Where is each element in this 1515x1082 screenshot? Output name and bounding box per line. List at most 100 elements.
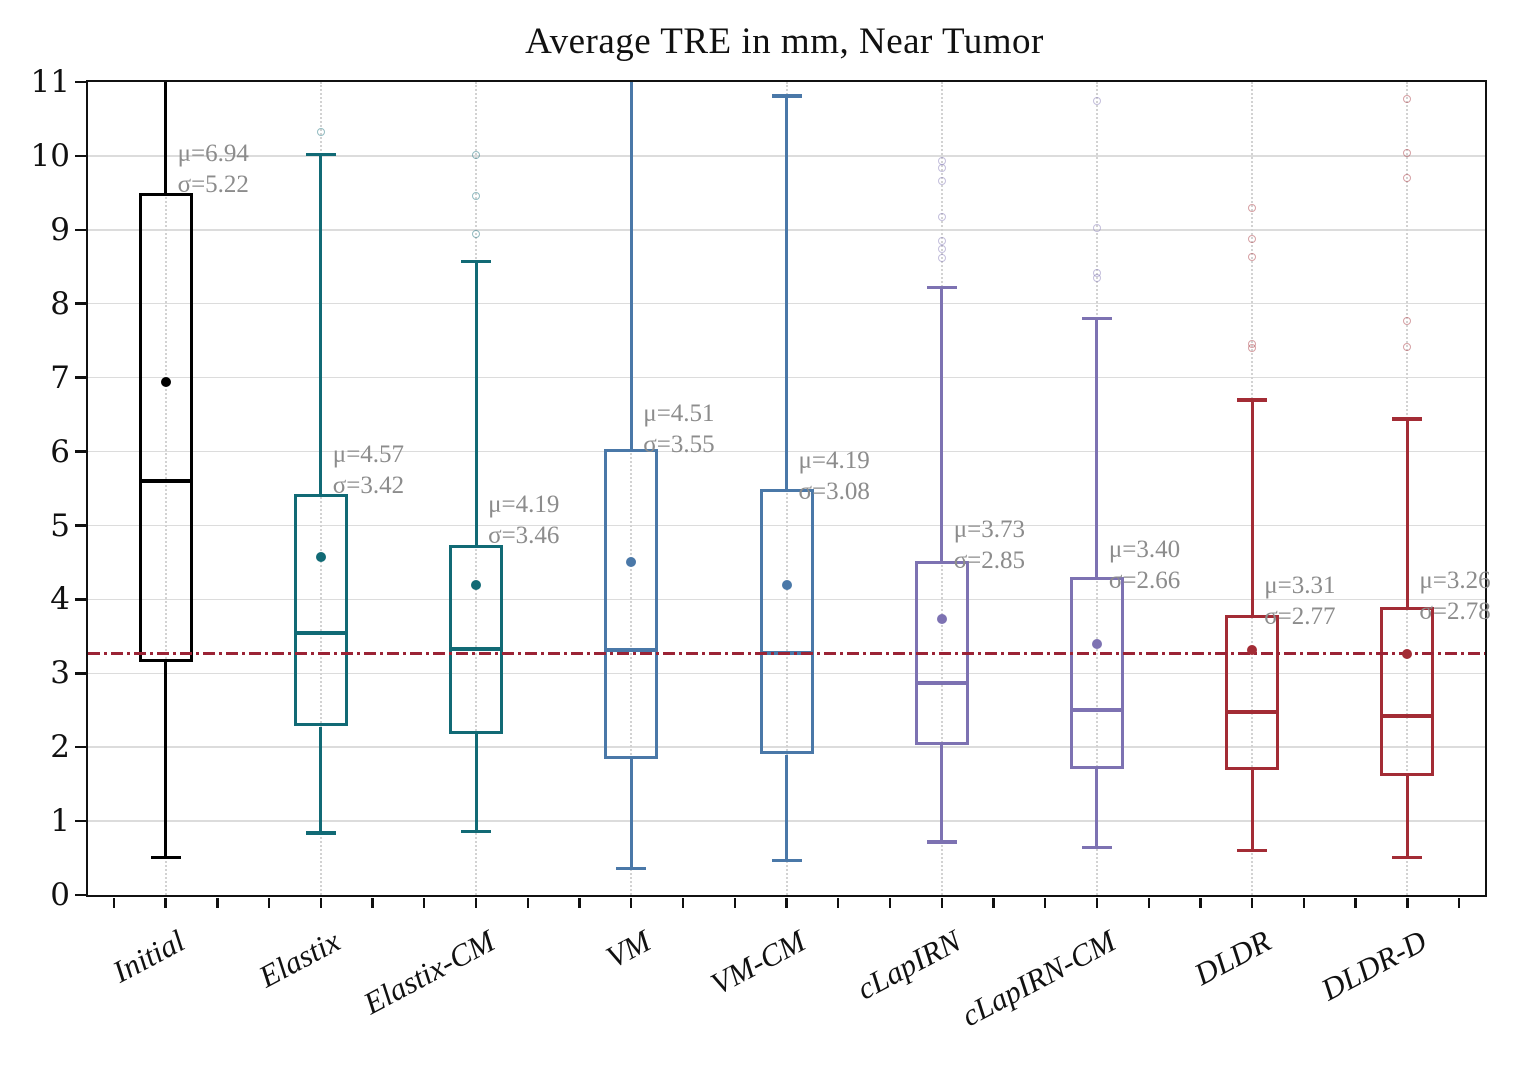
x-tick-label: VM-CM <box>704 923 811 1002</box>
x-tick-label: DLDR-D <box>1315 923 1432 1008</box>
mean-annotation-mu: μ=4.51 <box>643 400 715 428</box>
outlier-point <box>937 245 946 253</box>
x-tick <box>1251 898 1254 908</box>
mean-dot <box>160 377 171 388</box>
outlier-point <box>1092 97 1101 106</box>
mean-dot <box>936 614 947 625</box>
box-rect <box>1069 577 1124 769</box>
x-tick <box>733 898 736 908</box>
box-whisker-cap-low <box>150 855 181 860</box>
box-whisker-cap-high <box>1081 316 1112 321</box>
mean-annotation: μ=4.57 σ=3.42 <box>333 439 404 501</box>
chart-title: Average TRE in mm, Near Tumor <box>525 21 1044 62</box>
reference-line <box>88 652 1485 655</box>
mean-dot <box>1247 645 1258 656</box>
box-whisker-low <box>319 726 323 833</box>
mean-annotation-mu: μ=3.31 <box>1264 571 1336 599</box>
mean-annotation: μ=3.73 σ=2.85 <box>954 514 1025 576</box>
outlier-point <box>937 236 946 245</box>
y-tick <box>75 450 86 453</box>
outlier-point <box>1248 344 1257 353</box>
box-whisker-cap-low <box>771 858 802 863</box>
y-tick <box>75 598 86 601</box>
x-tick <box>1199 898 1202 908</box>
x-tick-label: VM <box>599 923 656 975</box>
outlier-point <box>937 213 946 222</box>
mean-annotation-sigma: σ=5.22 <box>177 171 249 199</box>
mean-annotation: μ=3.26 σ=2.78 <box>1419 565 1490 627</box>
x-tick <box>940 898 943 908</box>
mean-annotation: μ=4.51 σ=3.55 <box>643 398 714 460</box>
x-tick-label: cLapIRN-CM <box>955 923 1122 1034</box>
box-whisker-low <box>940 745 944 842</box>
outlier-point <box>1092 273 1101 282</box>
outlier-point <box>472 151 481 160</box>
box-rect <box>293 493 348 727</box>
mean-dot <box>1402 649 1413 660</box>
x-tick <box>1354 898 1357 908</box>
box-whisker-cap-high <box>461 259 492 264</box>
x-tick <box>164 898 167 908</box>
y-tick-label: 7 <box>50 359 70 396</box>
y-tick-label: 9 <box>50 211 70 248</box>
x-tick <box>1406 898 1409 908</box>
x-tick <box>267 898 271 908</box>
mean-dot <box>781 580 792 591</box>
box-whisker-low <box>164 662 168 858</box>
y-tick-label: 0 <box>50 877 70 913</box>
box-whisker-cap-high <box>771 94 802 98</box>
x-tick <box>112 898 116 908</box>
x-tick-label: cLapIRN <box>850 923 967 1007</box>
mean-annotation-sigma: σ=2.85 <box>953 547 1026 575</box>
box-whisker-cap-high <box>1237 398 1268 402</box>
mean-annotation-mu: μ=4.19 <box>488 491 560 519</box>
y-tick-label: 3 <box>50 655 70 692</box>
mean-dot <box>1091 638 1102 649</box>
y-tick <box>75 745 86 749</box>
x-tick-label: Initial <box>106 923 191 990</box>
x-tick-label: DLDR <box>1188 923 1277 992</box>
x-tick <box>630 898 633 908</box>
mean-annotation-sigma: σ=3.42 <box>332 472 405 499</box>
mean-annotation-sigma: σ=3.46 <box>488 522 560 550</box>
box-whisker-high <box>785 96 788 490</box>
median-line <box>293 630 348 635</box>
box-whisker-cap-low <box>1081 845 1112 850</box>
box-whisker-low <box>1250 770 1254 851</box>
x-tick-label: Elastix <box>252 923 346 995</box>
box-rect <box>449 544 504 734</box>
y-tick <box>75 80 86 84</box>
y-tick-label: 10 <box>30 137 70 174</box>
x-tick <box>1457 898 1461 908</box>
y-tick-label: 5 <box>50 507 70 544</box>
mean-dot <box>471 580 482 591</box>
mean-annotation-mu: μ=4.19 <box>798 446 870 474</box>
mean-annotation-mu: μ=3.40 <box>1108 536 1181 564</box>
mean-annotation-mu: μ=6.94 <box>177 140 249 168</box>
x-gridline <box>630 82 633 895</box>
box-whisker-cap-low <box>1237 848 1268 853</box>
box-whisker-high <box>1405 419 1409 607</box>
x-tick <box>1095 898 1099 908</box>
y-tick-label: 1 <box>50 803 70 840</box>
box-rect <box>138 192 193 663</box>
outlier-point <box>472 191 481 200</box>
x-tick <box>1302 898 1306 908</box>
box-rect <box>759 489 814 755</box>
x-tick-label: Elastix-CM <box>357 923 501 1022</box>
median-line <box>914 680 969 685</box>
x-tick <box>681 898 685 908</box>
median-line <box>449 646 504 651</box>
y-tick-label: 6 <box>50 433 70 470</box>
mean-annotation-sigma: σ=3.55 <box>643 431 715 459</box>
x-tick <box>526 898 529 908</box>
outlier-point <box>1403 174 1412 183</box>
box-whisker-high <box>474 261 478 545</box>
x-tick <box>888 898 892 908</box>
x-tick <box>578 898 581 908</box>
box-whisker-high <box>164 82 168 193</box>
box-whisker-cap-low <box>305 831 336 835</box>
median-line <box>1069 707 1124 712</box>
box-whisker-cap-high <box>926 285 957 290</box>
